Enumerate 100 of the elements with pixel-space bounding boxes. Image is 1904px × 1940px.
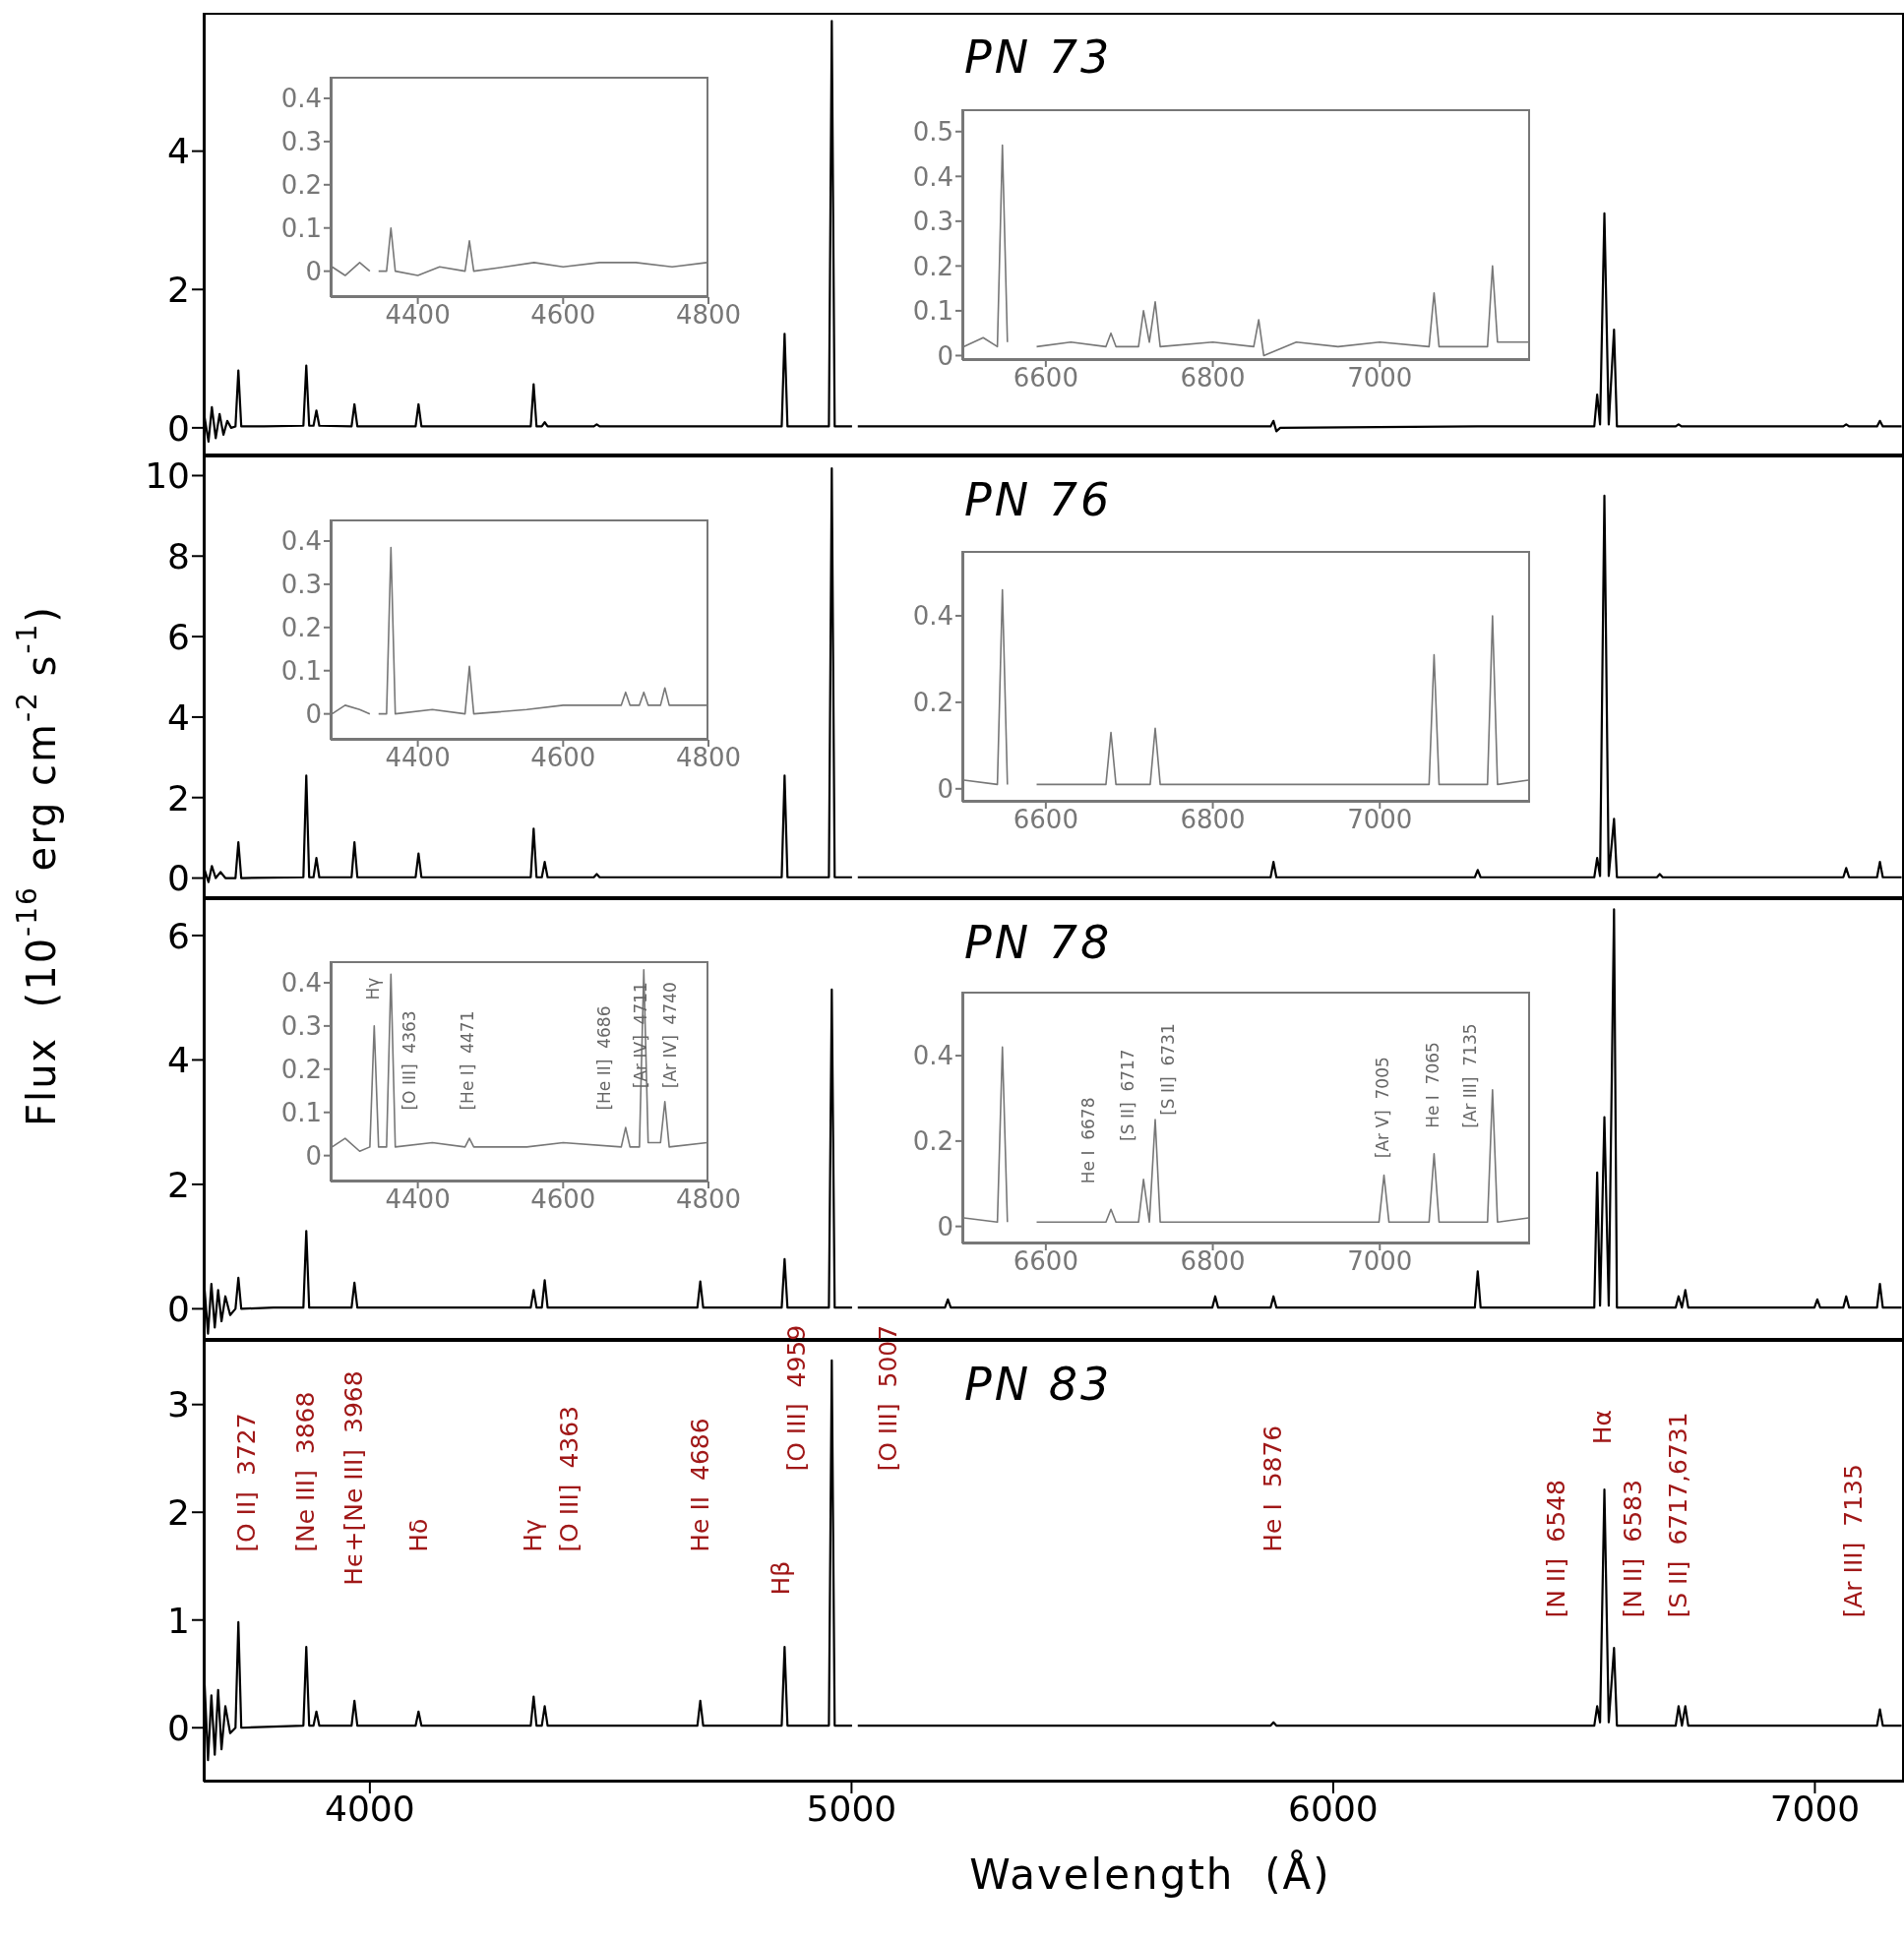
y-tick-label: 0.1 (280, 655, 322, 686)
x-tick-label: 4800 (675, 300, 742, 331)
y-tick-label: 0.2 (912, 251, 953, 281)
x-tick-label: 4800 (675, 743, 742, 773)
y-tick-label: 0 (937, 340, 953, 371)
annotation: [S II] 6717,6731 (1663, 1412, 1692, 1618)
annotation: Hϵ+[Ne III] 3968 (338, 1370, 368, 1586)
y-tick-label: 8 (167, 536, 190, 577)
x-tick-label: 6800 (1180, 363, 1246, 394)
y-tick-label: 0.3 (912, 207, 953, 237)
y-tick-label: 0.2 (912, 1126, 953, 1157)
y-tick-label: 0.4 (280, 968, 322, 999)
y-tick-label: 0.1 (912, 296, 953, 327)
annotation: Hγ (518, 1518, 547, 1552)
y-tick-label: 0 (167, 858, 190, 899)
x-tick-label: 4800 (675, 1184, 742, 1215)
y-tick-label: 0 (937, 1211, 953, 1242)
annotation: [S II] 6717 (1117, 1049, 1137, 1141)
x-tick-label: 4400 (385, 300, 451, 331)
annotation: [S II] 6731 (1158, 1023, 1179, 1116)
annotation: [O II] 3727 (231, 1413, 261, 1552)
y-tick-label: 0 (305, 698, 322, 729)
y-tick-label: 2 (167, 777, 190, 818)
chart-title: PN 83 (964, 1358, 1113, 1411)
y-tick-label: 0.4 (912, 601, 953, 632)
annotation: [O III] 4363 (555, 1405, 584, 1552)
y-tick-label: 0.5 (912, 117, 953, 147)
y-tick-label: 0 (937, 774, 953, 805)
y-tick-label: 1 (167, 1600, 190, 1641)
line-series (331, 968, 708, 1153)
y-tick-label: 2 (167, 270, 190, 311)
chart-title: PN 73 (964, 30, 1113, 84)
x-tick-label: 6600 (1013, 363, 1078, 394)
y-tick-label: 0.2 (280, 1055, 322, 1085)
x-tick-label: 4600 (530, 1184, 596, 1215)
x-tick-label: 6600 (1013, 1246, 1078, 1277)
annotation: [Ar III] 7135 (1459, 1023, 1480, 1128)
x-tick-label: 4400 (385, 743, 451, 773)
annotation: [O III] 4959 (781, 1324, 811, 1472)
y-tick-label: 4 (167, 697, 190, 738)
x-tick-label: 7000 (1347, 1246, 1413, 1277)
x-tick-label: 4600 (530, 300, 596, 331)
annotation: Hβ (767, 1560, 796, 1596)
y-tick-label: 3 (167, 1384, 190, 1425)
x-axis-title: Wavelength (Å) (968, 1850, 1332, 1899)
y-tick-label: 0.1 (280, 212, 322, 243)
annotation: Hδ (404, 1518, 434, 1552)
x-tick-label: 7000 (1769, 1788, 1861, 1829)
y-tick-label: 6 (167, 616, 190, 657)
annotation: [N II] 6583 (1619, 1480, 1648, 1618)
chart-title: PN 76 (964, 473, 1113, 526)
annotation: He I 6678 (1077, 1097, 1098, 1184)
y-tick-label: 0.2 (280, 170, 322, 201)
y-tick-label: 0.4 (280, 84, 322, 114)
x-tick-label: 5000 (806, 1788, 897, 1829)
x-tick-label: 4600 (530, 743, 596, 773)
annotation: [Ar IV] 4711 (631, 982, 651, 1089)
annotation: He I 7065 (1423, 1042, 1443, 1128)
annotation: [O III] 4363 (399, 1010, 420, 1111)
x-tick-label: 7000 (1347, 805, 1413, 835)
y-tick-label: 10 (145, 455, 190, 497)
y-tick-label: 0 (167, 1289, 190, 1330)
y-tick-label: 0 (305, 256, 322, 286)
y-tick-label: 2 (167, 1164, 190, 1205)
annotation: [He I] 4471 (457, 1010, 477, 1111)
annotation: [N II] 6548 (1541, 1480, 1570, 1618)
x-tick-label: 7000 (1347, 363, 1413, 394)
y-tick-label: 0.3 (280, 127, 322, 157)
x-tick-label: 6600 (1013, 805, 1078, 835)
y-tick-label: 4 (167, 1040, 190, 1081)
x-tick-label: 4400 (385, 1184, 451, 1215)
x-tick-label: 6000 (1288, 1788, 1379, 1829)
y-tick-label: 0.4 (280, 526, 322, 557)
y-tick-label: 0.2 (912, 688, 953, 718)
x-tick-label: 6800 (1180, 805, 1246, 835)
y-tick-label: 0.3 (280, 1011, 322, 1042)
annotation: [Ar V] 7005 (1372, 1057, 1392, 1159)
y-tick-label: 0.2 (280, 613, 322, 643)
annotation: [O III] 5007 (873, 1324, 902, 1472)
y-tick-label: 4 (167, 131, 190, 172)
annotation: He II 4686 (685, 1418, 714, 1552)
y-tick-label: 6 (167, 915, 190, 956)
annotation: [He II] 4686 (594, 1005, 615, 1111)
y-tick-label: 0.3 (280, 570, 322, 600)
y-tick-label: 0 (167, 1708, 190, 1749)
x-tick-label: 4000 (325, 1788, 415, 1829)
y-tick-label: 0.1 (280, 1097, 322, 1127)
y-tick-label: 0.4 (912, 1041, 953, 1071)
annotation: He I 5876 (1258, 1425, 1287, 1552)
y-tick-label: 0 (305, 1140, 322, 1171)
x-tick-label: 6800 (1180, 1246, 1246, 1277)
y-tick-label: 0 (167, 407, 190, 449)
annotation: Hγ (362, 977, 383, 1000)
y-tick-label: 2 (167, 1492, 190, 1533)
y-tick-label: 0.4 (912, 161, 953, 192)
chart-title: PN 78 (964, 916, 1113, 969)
annotation: [Ar III] 7135 (1839, 1464, 1869, 1618)
annotation: [Ne III] 3868 (290, 1391, 320, 1552)
annotation: Hα (1588, 1409, 1618, 1445)
annotation: [Ar IV] 4740 (660, 982, 681, 1089)
